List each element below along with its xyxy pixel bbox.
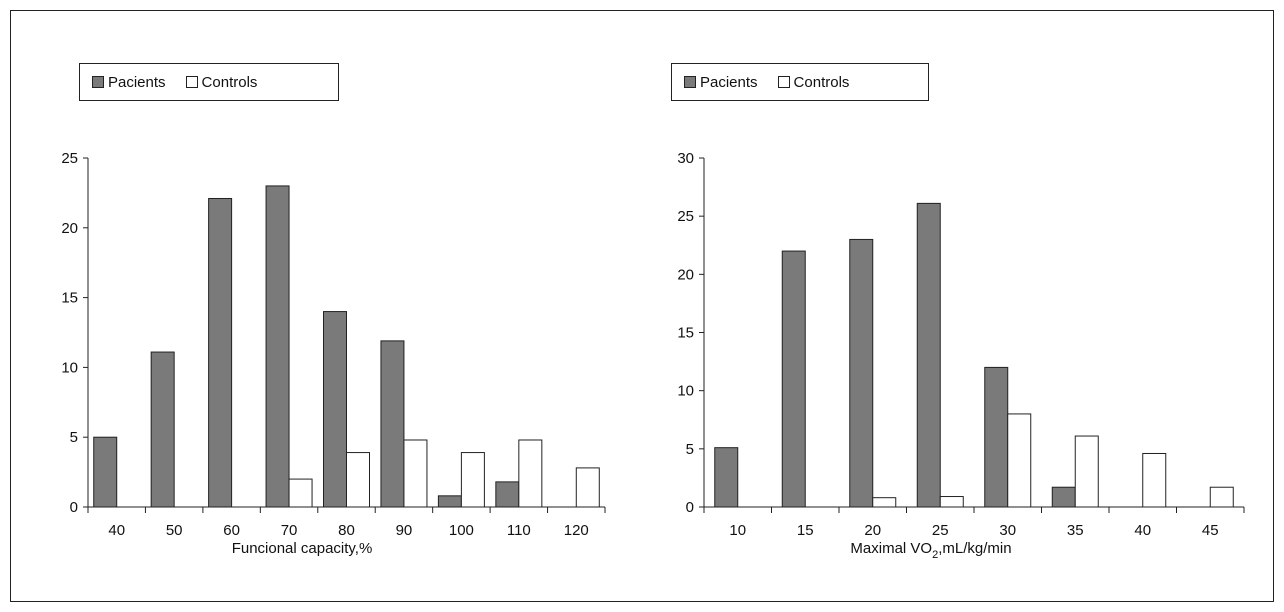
bar-controls — [1209, 486, 1234, 508]
x-tick-label: 15 — [797, 522, 814, 539]
y-tick-label: 20 — [61, 220, 78, 237]
y-tick-label: 5 — [686, 441, 694, 458]
chart-maximal-vo2: 0 5 10 15 20 25 30 10 15 20 25 30 35 40 45 — [677, 150, 1245, 539]
legend-right: Pacients Controls — [671, 63, 929, 101]
bar-patients — [495, 481, 520, 508]
y-tick-label: 30 — [677, 150, 694, 167]
y-tick-label: 15 — [61, 290, 78, 307]
x-tick-label: 40 — [1134, 522, 1151, 539]
x-tick-label: 30 — [999, 522, 1016, 539]
legend-label-patients: Pacients — [108, 73, 166, 91]
chart-functional-capacity: 0 5 10 15 20 25 40 50 60 70 80 90 100 110 120 — [61, 150, 606, 539]
bar-controls — [1074, 435, 1099, 508]
bar-patients — [916, 202, 941, 508]
bar-patients — [380, 340, 405, 508]
x-axis-label-right-main: Maximal VO — [850, 540, 932, 557]
x-axis-label-left: Funcional capacity,% — [232, 540, 373, 557]
x-tick-label: 50 — [166, 522, 183, 539]
bar-controls — [518, 439, 543, 508]
bar-patients — [93, 436, 118, 508]
legend-swatch-controls — [185, 76, 198, 88]
bar-patients — [714, 447, 739, 508]
bar-patients — [781, 250, 806, 508]
legend-swatch-patients — [92, 76, 104, 88]
x-tick-label: 80 — [338, 522, 355, 539]
x-tick-label: 25 — [932, 522, 949, 539]
y-tick-label: 25 — [61, 150, 78, 167]
legend-item-controls: Controls — [777, 73, 850, 91]
legend-left: Pacients Controls — [79, 63, 339, 101]
legend-item-patients: Pacients — [92, 74, 166, 91]
legend-label-patients: Pacients — [700, 73, 758, 91]
x-tick-label: 35 — [1067, 522, 1084, 539]
bar-patients — [1051, 486, 1076, 508]
legend-swatch-patients — [684, 76, 696, 88]
legend-item-patients: Pacients — [684, 74, 758, 91]
x-tick-label: 90 — [396, 522, 413, 539]
x-tick-label: 20 — [864, 522, 881, 539]
y-tick-label: 25 — [677, 208, 694, 225]
y-tick-label: 10 — [61, 359, 78, 376]
x-tick-label: 120 — [564, 522, 589, 539]
bar-controls — [288, 478, 313, 508]
bar-patients — [208, 197, 233, 508]
bar-controls — [460, 452, 485, 508]
bar-patients — [984, 366, 1009, 508]
y-tick-label: 0 — [686, 499, 694, 516]
y-tick-label: 15 — [677, 325, 694, 342]
y-tick-label: 5 — [70, 429, 78, 446]
bar-patients — [265, 185, 290, 508]
legend-swatch-controls — [777, 76, 790, 88]
y-tick-label: 10 — [677, 383, 694, 400]
bar-patients — [150, 351, 175, 508]
y-tick-label: 20 — [677, 266, 694, 283]
bar-patients — [849, 238, 874, 508]
bar-controls — [872, 497, 897, 508]
bar-patients — [437, 495, 462, 508]
x-axis-label-right-rest: ,mL/kg/min — [938, 540, 1011, 557]
x-tick-label: 40 — [108, 522, 125, 539]
bar-patients — [323, 311, 347, 508]
y-tick-label: 0 — [70, 499, 78, 516]
legend-label-controls: Controls — [201, 73, 258, 91]
bar-controls — [939, 496, 964, 508]
bar-controls — [1007, 413, 1032, 508]
legend-label-controls: Controls — [793, 73, 850, 91]
x-tick-label: 100 — [449, 522, 474, 539]
x-axis-label-right-sub: 2 — [932, 549, 938, 561]
legend-item-controls: Controls — [185, 73, 258, 91]
bar-controls — [346, 452, 370, 508]
x-axis-label-right: Maximal VO2,mL/kg/min — [850, 540, 1011, 561]
x-tick-label: 110 — [507, 522, 531, 539]
x-tick-label: 70 — [281, 522, 298, 539]
bar-controls — [1142, 452, 1167, 508]
bar-controls — [575, 467, 600, 508]
x-tick-label: 10 — [729, 522, 746, 539]
x-tick-label: 60 — [223, 522, 240, 539]
bar-controls — [403, 439, 428, 508]
x-tick-label: 45 — [1202, 522, 1219, 539]
